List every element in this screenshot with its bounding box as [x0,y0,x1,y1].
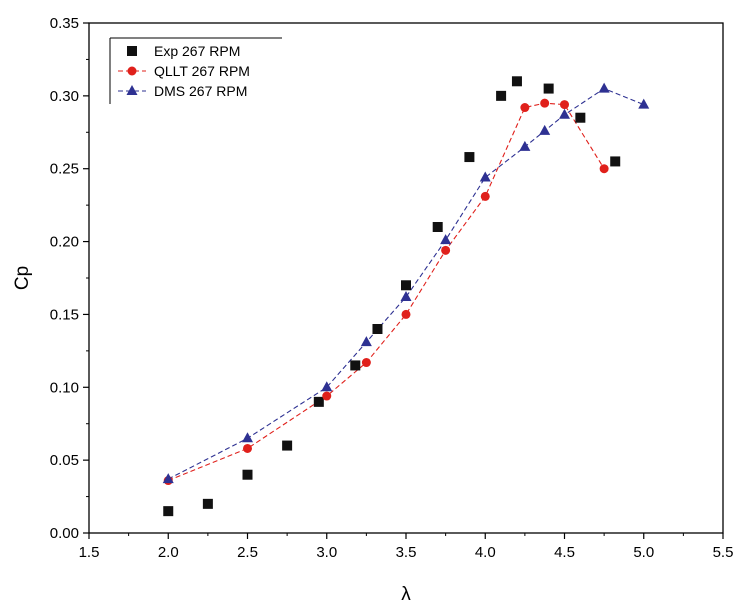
data-point-2 [400,290,412,301]
legend-label-2: DMS 267 RPM [154,83,247,99]
data-point-0 [610,156,621,167]
data-point-0 [543,83,554,94]
data-point-1 [520,103,530,113]
data-point-2 [519,140,531,151]
data-point-1 [560,100,569,110]
data-point-1 [540,98,550,108]
y-tick-label: 0.30 [50,88,79,105]
x-tick-label: 5.0 [633,544,654,561]
data-point-1 [480,191,490,201]
legend-marker-1 [127,66,137,76]
data-point-2 [479,171,491,182]
data-point-0 [496,90,507,101]
data-point-2 [638,98,650,109]
data-point-0 [575,112,586,123]
y-tick-label: 0.35 [50,15,79,32]
x-tick-label: 2.0 [158,544,179,561]
x-tick-label: 4.5 [554,544,575,561]
tick-layer: 1.5 2.0 2.5 3.0 3.5 4.0 4.5 5.0 5.5 0.00 0.05 0.10 0… [50,15,734,561]
x-tick-label: 3.0 [316,544,337,561]
y-tick-label: 0.05 [50,452,79,469]
y-tick-label: 0.00 [50,525,79,542]
data-point-0 [282,440,293,451]
data-point-2 [360,336,372,347]
data-point-1 [361,358,371,368]
x-tick-label: 3.5 [396,544,417,561]
data-point-2 [440,234,452,245]
data-point-1 [243,443,252,453]
data-point-0 [401,280,411,291]
x-tick-label: 1.5 [79,544,100,561]
legend-label-1: QLLT 267 RPM [154,63,250,79]
series-layer [162,76,650,517]
data-point-1 [441,245,451,255]
data-point-2 [559,108,570,119]
legend-marker-0 [127,46,137,56]
data-point-0 [432,222,443,232]
data-point-2 [162,473,174,484]
legend: Exp 267 RPM QLLT 267 RPM DMS 267 RPM [109,37,282,104]
y-tick-label: 0.20 [50,234,79,251]
data-point-0 [350,360,361,371]
data-point-1 [599,164,609,174]
plot-frame [88,22,724,534]
legend-label-0: Exp 267 RPM [154,43,240,59]
x-tick-label: 5.5 [713,544,734,561]
series-line-2 [167,87,644,480]
x-tick-label: 4.0 [475,544,496,561]
data-point-0 [202,498,213,509]
series-line-1 [168,102,605,482]
data-point-0 [242,469,253,480]
data-point-0 [372,324,383,334]
x-tick-label: 2.5 [237,544,258,561]
data-point-2 [598,82,610,93]
data-point-0 [511,76,522,87]
y-tick-label: 0.25 [50,161,79,178]
x-axis-title: λ [401,584,411,605]
y-tick-label: 0.10 [50,379,79,396]
legend-marker-2 [126,85,138,95]
data-point-1 [401,309,411,319]
y-tick-label: 0.15 [50,306,79,323]
data-point-2 [539,124,551,135]
data-point-1 [322,391,332,401]
data-point-0 [313,396,324,407]
data-point-2 [321,381,333,392]
data-point-0 [163,506,174,517]
data-point-2 [242,432,253,443]
data-point-0 [464,152,475,163]
y-axis-title: Cp [12,266,33,290]
